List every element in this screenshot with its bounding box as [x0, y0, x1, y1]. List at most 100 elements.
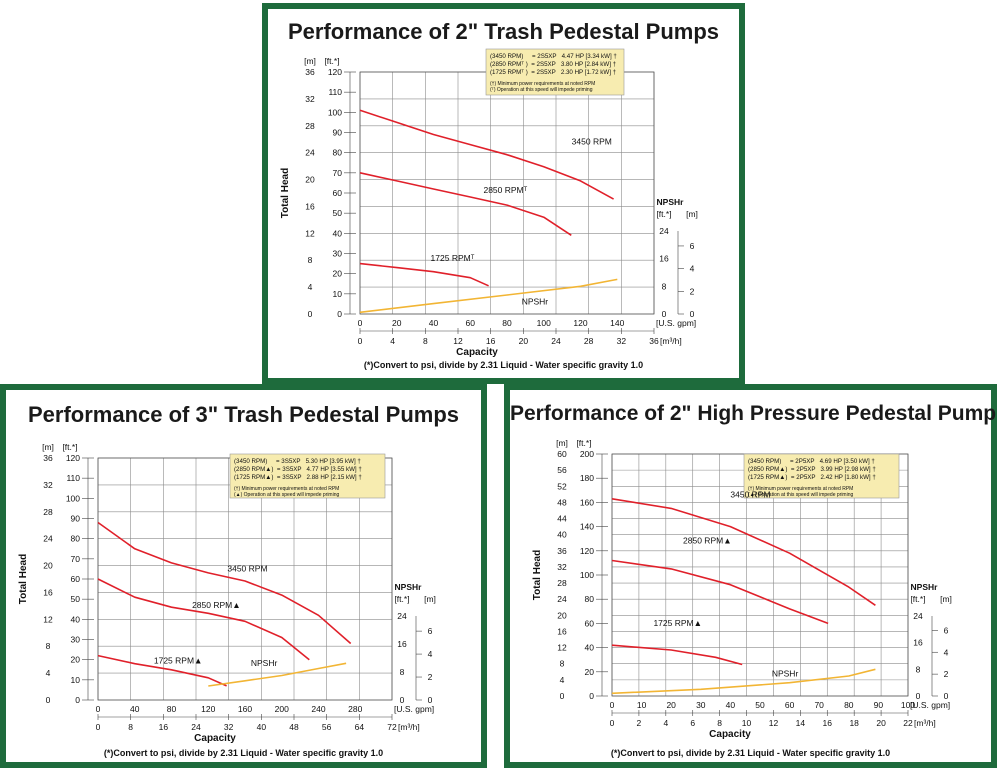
series-label: 3450 RPM: [730, 490, 770, 500]
chart-footer: (*)Convert to psi, divide by 2.31 Liquid…: [103, 748, 384, 758]
y-axis-m-tick-label: 24: [557, 594, 567, 604]
legend-line: (3450 RPM) = 2P5XP 4.69 HP [3.50 kW] †: [748, 458, 875, 465]
x-axis-gpm-tick-label: 0: [610, 700, 615, 710]
npsh-axis-ft-tick-label: 24: [659, 226, 669, 236]
chart-panel-inner: Performance of 2" Trash Pedestal Pumps 0…: [268, 9, 739, 378]
y-axis-m-tick-label: 32: [43, 480, 53, 490]
y-axis-m-tick-label: 56: [557, 465, 567, 475]
y-axis-ft-tick-label: 70: [333, 168, 343, 178]
y-axis-ft-tick-label: 0: [75, 695, 80, 705]
npsh-axis-m-tick-label: 6: [690, 241, 695, 251]
legend-line: (2850 RPM▲) = 3S5XP 4.77 HP [3.55 kW] †: [234, 466, 362, 473]
npsh-axis-ft-tick-label: 8: [400, 667, 405, 677]
x-axis-m3h-tick-label: 56: [322, 722, 332, 732]
x-axis-m3h-tick-label: 24: [551, 336, 561, 346]
x-axis-m3h-unit: [m³/h]: [660, 336, 682, 346]
x-axis-m3h-tick-label: 8: [423, 336, 428, 346]
y-axis-ft-tick-label: 60: [71, 574, 81, 584]
x-axis-m3h-tick-label: 20: [876, 718, 886, 728]
series-line-2850-rpm: [611, 559, 829, 625]
series-label: 1725 RPMᵀ: [431, 253, 475, 263]
y-axis-ft-tick-label: 50: [71, 594, 81, 604]
npsh-axis-ft-tick-label: 8: [662, 281, 667, 291]
series-line-3450-rpm: [359, 109, 614, 200]
legend-line: (2850 RPMᵀ ) = 2S5XP 3.80 HP [2.84 kW] †: [490, 61, 617, 68]
y-axis-m-tick-label: 20: [557, 610, 567, 620]
legend-box: [229, 453, 386, 499]
x-axis-m3h-unit: [m³/h]: [398, 722, 420, 732]
series-line-1725-rpm: [359, 262, 489, 287]
y-axis-m-tick-label: 4: [308, 282, 313, 292]
npsh-axis-ft-unit: [ft.*]: [656, 209, 671, 219]
chart-title: Performance of 2" Trash Pedestal Pumps: [287, 19, 720, 44]
npsh-axis-m-tick-label: 6: [428, 626, 433, 636]
y-axis-ft-unit: [ft.*]: [324, 56, 339, 66]
y-axis-ft-tick-label: 80: [333, 148, 343, 158]
legend-note: (▲) Operation at this speed will impede …: [748, 492, 853, 498]
y-axis-ft-tick-label: 0: [589, 691, 594, 701]
npsh-axis-m-tick-label: 2: [944, 669, 949, 679]
legend-line: (2850 RPM▲) = 2P5XP 3.99 HP [2.98 kW] †: [748, 466, 876, 473]
npsh-axis-title: NPSHr: [657, 197, 685, 207]
npsh-axis-m-tick-label: 6: [944, 625, 949, 635]
x-axis-title: Capacity: [709, 729, 751, 740]
x-axis-m3h-tick-label: 32: [617, 336, 627, 346]
legend-note: (▲) Operation at this speed will impede …: [234, 492, 339, 498]
y-axis-ft-tick-label: 10: [71, 675, 81, 685]
y-axis-m-tick-label: 20: [43, 561, 53, 571]
y-axis-ft-tick-label: 40: [585, 643, 595, 653]
y-axis-m-tick-label: 12: [43, 614, 53, 624]
x-axis-m3h-tick-label: 64: [355, 722, 365, 732]
x-axis-gpm-tick-label: 120: [201, 704, 215, 714]
chart-title: Performance of 3" Trash Pedestal Pumps: [27, 402, 460, 427]
x-axis-gpm-tick-label: 160: [238, 704, 252, 714]
y-axis-ft-tick-label: 100: [328, 107, 342, 117]
legend-note: (†) Minimum power requirements at noted …: [748, 486, 853, 492]
y-axis-m-tick-label: 4: [560, 675, 565, 685]
x-axis-gpm-unit: [U.S. gpm]: [394, 704, 434, 714]
y-axis-m-unit: [m]: [304, 56, 316, 66]
y-axis-ft-tick-label: 120: [580, 546, 594, 556]
legend-note: (†) Minimum power requirements at noted …: [234, 486, 339, 492]
x-axis-gpm-unit: [U.S. gpm]: [656, 318, 696, 328]
y-axis-m-tick-label: 16: [557, 626, 567, 636]
y-axis-m-tick-label: 12: [305, 228, 315, 238]
x-axis-gpm-tick-label: 140: [610, 318, 624, 328]
x-axis-m3h-tick-label: 0: [96, 722, 101, 732]
x-axis-gpm-tick-label: 80: [167, 704, 177, 714]
npsh-axis-m-unit: [m]: [686, 209, 698, 219]
x-axis-gpm-tick-label: 80: [502, 318, 512, 328]
y-axis-ft-tick-label: 200: [580, 449, 594, 459]
y-axis-m-tick-label: 60: [557, 449, 567, 459]
y-axis-m-tick-label: 32: [305, 94, 315, 104]
legend-line: (3450 RPM) = 3S5XP 5.30 HP [3.95 kW] †: [234, 458, 361, 465]
y-axis-ft-tick-label: 110: [66, 473, 80, 483]
legend-box: [485, 48, 625, 96]
y-axis-ft-tick-label: 120: [328, 67, 342, 77]
chart-panel-inner: Performance of 3" Trash Pedestal Pumps 0…: [6, 390, 481, 762]
npsh-axis-m-tick-label: 0: [428, 695, 433, 705]
npsh-axis-m-tick-label: 0: [944, 691, 949, 701]
y-axis-title: Total Head: [18, 554, 29, 604]
npsh-axis-ft-tick-label: 0: [916, 691, 921, 701]
x-axis-gpm-tick-label: 40: [429, 318, 439, 328]
y-axis-m-tick-label: 44: [557, 514, 567, 524]
chart-panel-3in-trash: Performance of 3" Trash Pedestal Pumps 0…: [0, 384, 487, 768]
x-axis-gpm-tick-label: 30: [696, 700, 706, 710]
x-axis-m3h-tick-label: 40: [257, 722, 267, 732]
x-axis-m3h-tick-label: 14: [796, 718, 806, 728]
x-axis-m3h-tick-label: 16: [159, 722, 169, 732]
x-axis-m3h-tick-label: 20: [519, 336, 529, 346]
y-axis-ft-tick-label: 70: [71, 554, 81, 564]
x-axis-gpm-tick-label: 60: [785, 700, 795, 710]
x-axis-gpm-unit: [U.S. gpm]: [910, 700, 950, 710]
y-axis-ft-tick-label: 60: [333, 188, 343, 198]
x-axis-gpm-tick-label: 70: [814, 700, 824, 710]
npsh-label: NPSHr: [772, 669, 799, 679]
npsh-axis-ft-tick-label: 0: [662, 309, 667, 319]
x-axis-m3h-tick-label: 32: [224, 722, 234, 732]
y-axis-m-tick-label: 28: [557, 578, 567, 588]
chart-footer: (*)Convert to psi, divide by 2.31 Liquid…: [363, 360, 644, 370]
legend-note: (†) Minimum power requirements at noted …: [490, 81, 595, 87]
x-axis-m3h-tick-label: 0: [610, 718, 615, 728]
